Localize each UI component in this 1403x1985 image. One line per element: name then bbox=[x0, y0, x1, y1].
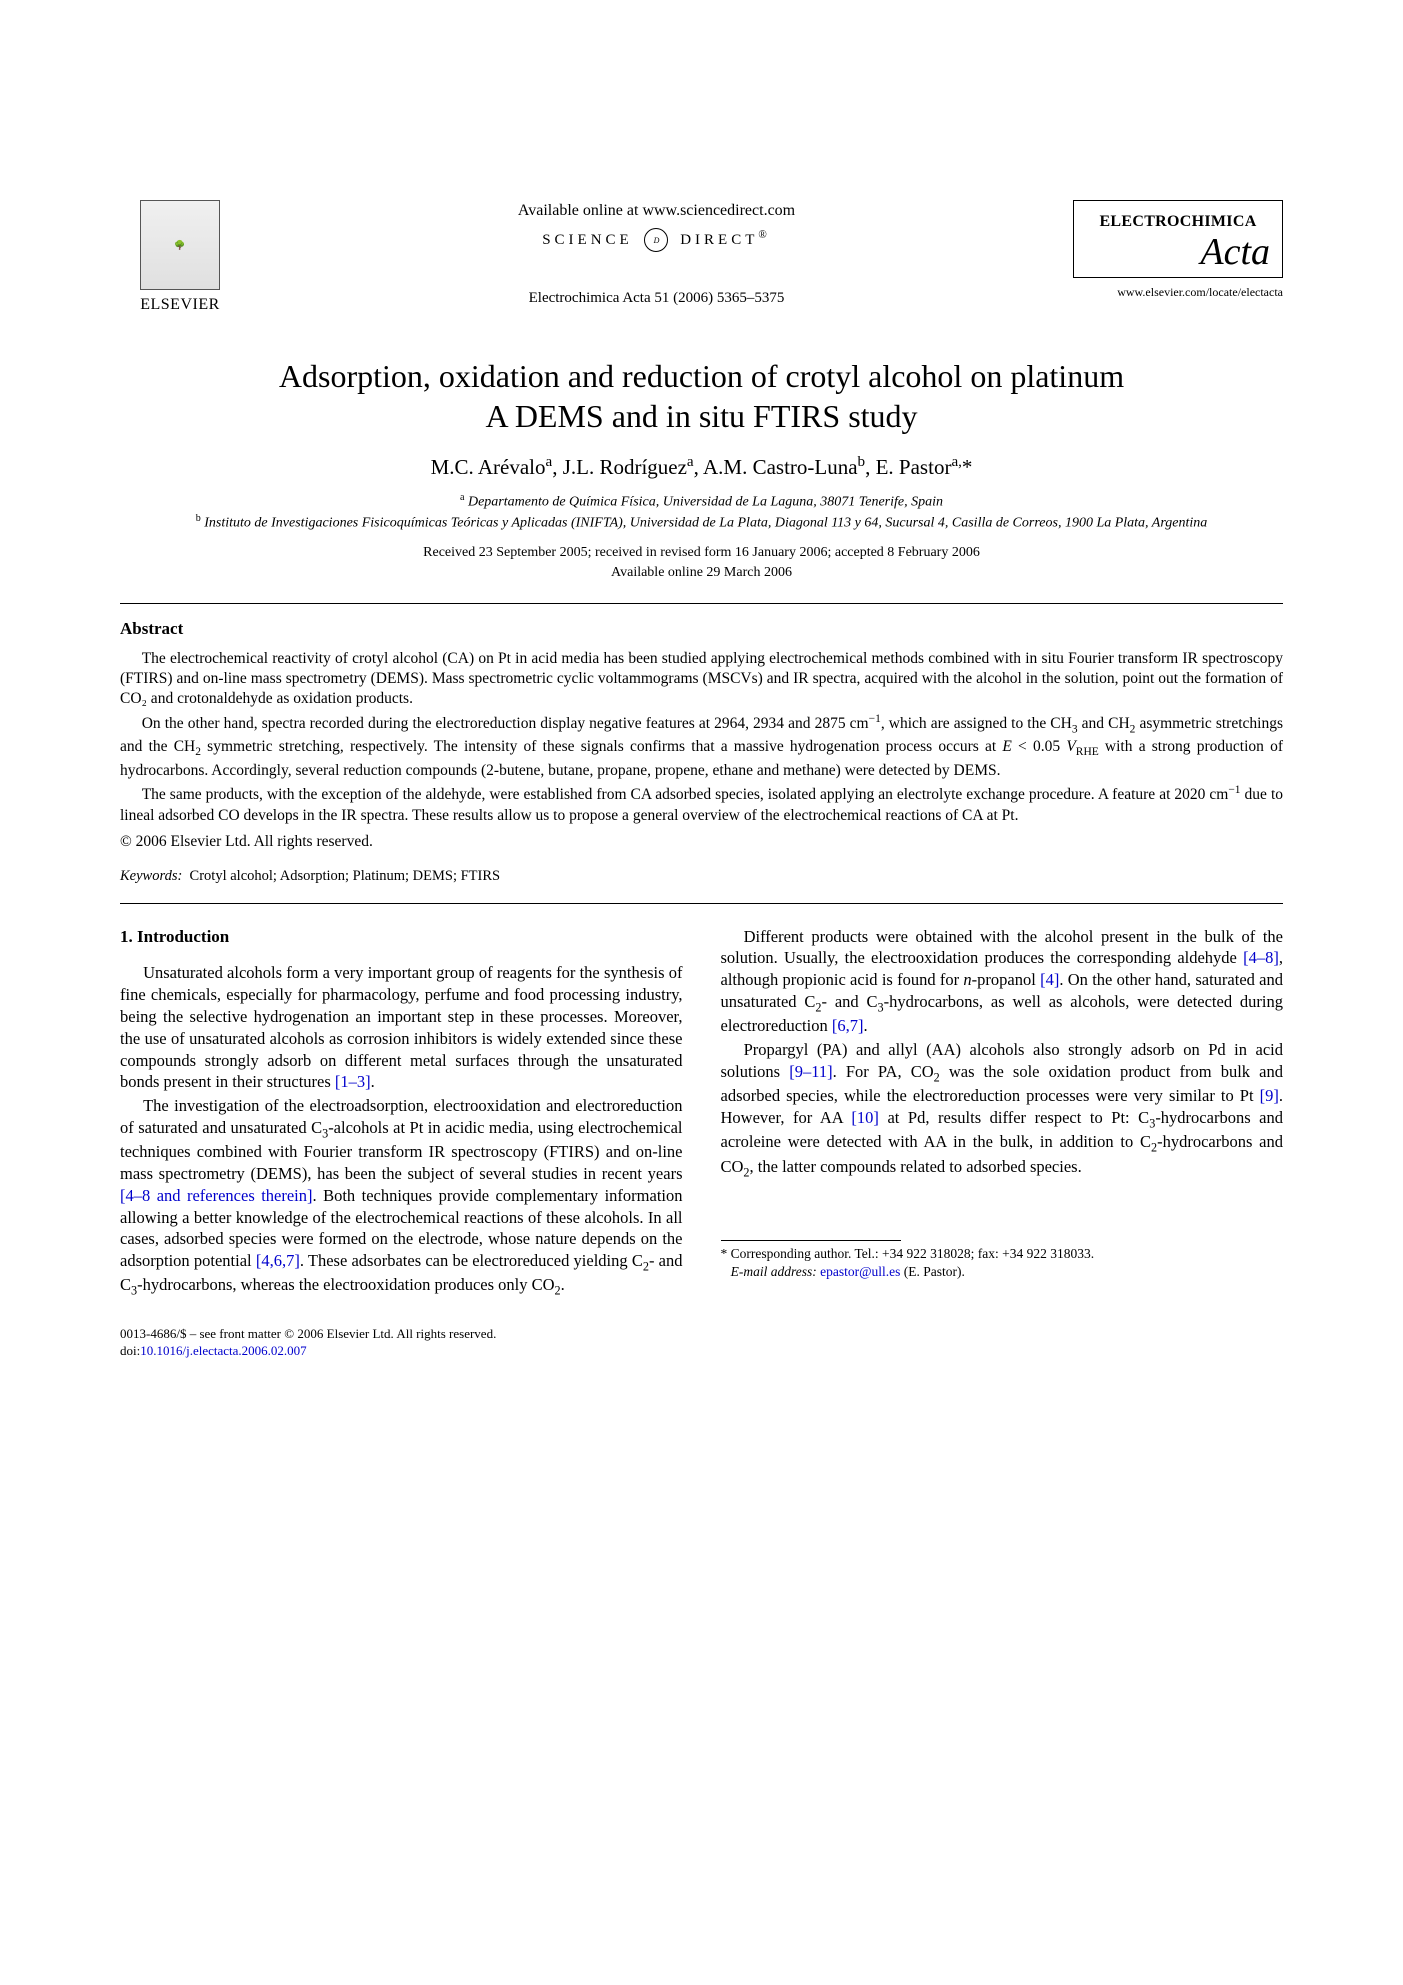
authors-line: M.C. Arévaloa, J.L. Rodrígueza, A.M. Cas… bbox=[120, 452, 1283, 481]
affiliation-a: Departamento de Química Física, Universi… bbox=[468, 495, 943, 510]
abstract-p3: The same products, with the exception of… bbox=[120, 783, 1283, 826]
affiliation-b: Instituto de Investigaciones Fisicoquími… bbox=[204, 516, 1207, 531]
footer-front-matter: 0013-4686/$ – see front matter © 2006 El… bbox=[120, 1326, 496, 1341]
footer-doi[interactable]: 10.1016/j.electacta.2006.02.007 bbox=[140, 1343, 306, 1358]
footnote-email-label: E-mail address: bbox=[731, 1264, 817, 1279]
section1-p4: Propargyl (PA) and allyl (AA) alcohols a… bbox=[721, 1039, 1284, 1180]
journal-reference: Electrochimica Acta 51 (2006) 5365–5375 bbox=[260, 288, 1053, 308]
rule-above-abstract bbox=[120, 603, 1283, 604]
page-footer: 0013-4686/$ – see front matter © 2006 El… bbox=[120, 1325, 1283, 1360]
sciencedirect-globe-icon: d bbox=[644, 228, 668, 252]
footnote-email-suffix: (E. Pastor). bbox=[904, 1264, 965, 1279]
dates-line1: Received 23 September 2005; received in … bbox=[423, 545, 980, 560]
article-dates: Received 23 September 2005; received in … bbox=[120, 543, 1283, 582]
dates-line2: Available online 29 March 2006 bbox=[611, 565, 792, 580]
center-header: Available online at www.sciencedirect.co… bbox=[240, 200, 1073, 308]
section1-p3: Different products were obtained with th… bbox=[721, 926, 1284, 1037]
rule-below-keywords bbox=[120, 903, 1283, 904]
journal-acta-script: Acta bbox=[1086, 235, 1270, 269]
corresponding-author-footnote: * Corresponding author. Tel.: +34 922 31… bbox=[721, 1245, 1284, 1281]
footnote-email[interactable]: epastor@ull.es bbox=[820, 1264, 900, 1279]
keywords-label: Keywords: bbox=[120, 868, 182, 884]
article-title-line1: Adsorption, oxidation and reduction of c… bbox=[120, 356, 1283, 396]
section1-p2: The investigation of the electroadsorpti… bbox=[120, 1095, 683, 1299]
abstract-copyright: © 2006 Elsevier Ltd. All rights reserved… bbox=[120, 832, 1283, 853]
section-1-heading: 1. Introduction bbox=[120, 926, 683, 949]
footnote-corr: * Corresponding author. Tel.: +34 922 31… bbox=[721, 1246, 1095, 1261]
abstract-p1: The electrochemical reactivity of crotyl… bbox=[120, 649, 1283, 710]
journal-url: www.elsevier.com/locate/electacta bbox=[1073, 284, 1283, 300]
keywords-text: Crotyl alcohol; Adsorption; Platinum; DE… bbox=[190, 868, 501, 884]
journal-logo-block: ELECTROCHIMICA Acta www.elsevier.com/loc… bbox=[1073, 200, 1283, 300]
abstract-p2: On the other hand, spectra recorded duri… bbox=[120, 712, 1283, 781]
journal-name: ELECTROCHIMICA bbox=[1086, 211, 1270, 233]
affiliations: a Departamento de Química Física, Univer… bbox=[120, 491, 1283, 534]
abstract-heading: Abstract bbox=[120, 618, 1283, 641]
title-block: Adsorption, oxidation and reduction of c… bbox=[120, 356, 1283, 436]
abstract-block: Abstract The electrochemical reactivity … bbox=[120, 618, 1283, 853]
publisher-block: 🌳 ELSEVIER bbox=[120, 200, 240, 316]
journal-logo-box: ELECTROCHIMICA Acta bbox=[1073, 200, 1283, 278]
footnote-rule bbox=[721, 1240, 901, 1241]
section1-p1: Unsaturated alcohols form a very importa… bbox=[120, 962, 683, 1093]
available-online-text: Available online at www.sciencedirect.co… bbox=[260, 200, 1053, 222]
science-direct-logo: SCIENCE d DIRECT® bbox=[260, 228, 1053, 253]
article-title-line2: A DEMS and in situ FTIRS study bbox=[120, 396, 1283, 436]
keywords-line: Keywords: Crotyl alcohol; Adsorption; Pl… bbox=[120, 867, 1283, 887]
elsevier-tree-icon: 🌳 bbox=[140, 200, 220, 290]
footer-doi-label: doi: bbox=[120, 1343, 140, 1358]
body-columns: 1. Introduction Unsaturated alcohols for… bbox=[120, 926, 1283, 1299]
page-header: 🌳 ELSEVIER Available online at www.scien… bbox=[120, 200, 1283, 316]
publisher-name: ELSEVIER bbox=[120, 294, 240, 316]
